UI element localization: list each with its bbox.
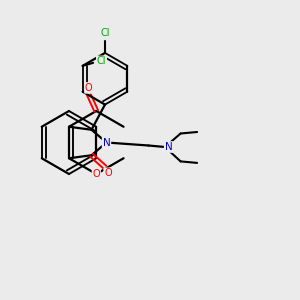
Text: Cl: Cl [100,28,110,38]
Text: O: O [85,83,93,93]
Text: O: O [104,168,112,178]
Text: O: O [92,169,100,179]
Text: N: N [165,142,172,152]
Text: N: N [103,137,110,148]
Text: Cl: Cl [97,56,106,66]
